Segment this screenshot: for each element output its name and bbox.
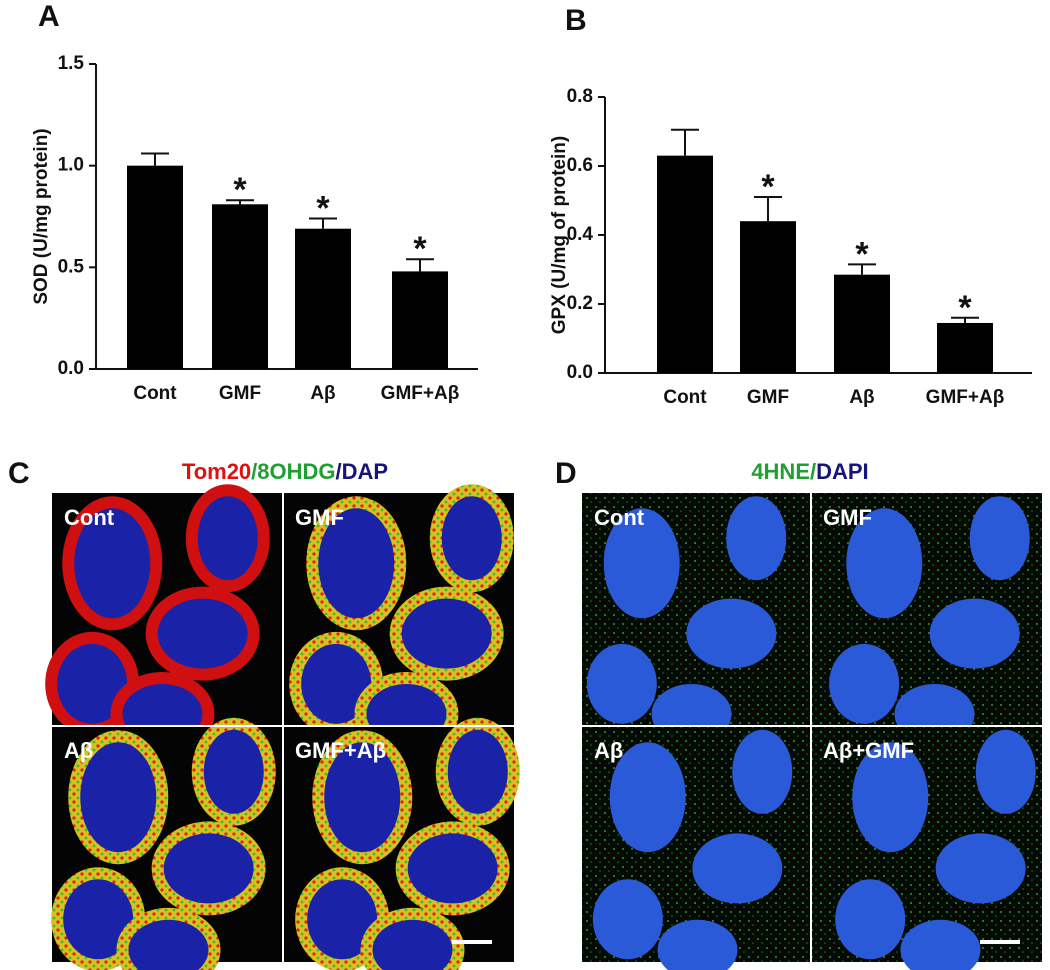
image-label: GMF (823, 505, 872, 530)
nucleus (203, 729, 264, 814)
title-part: Tom20 (182, 459, 251, 484)
nucleus (975, 729, 1036, 814)
image-label: Aβ (594, 738, 623, 763)
y-tick-label: 0.2 (567, 293, 593, 314)
nucleus (307, 879, 378, 960)
image-label: Cont (594, 505, 645, 530)
title-part: /8OHDG (251, 459, 335, 484)
x-tick-label: GMF+Aβ (381, 383, 460, 404)
nucleus (603, 508, 680, 619)
y-tick-label: 0.0 (567, 362, 593, 383)
bar (834, 274, 890, 373)
x-tick-label: GMF+Aβ (926, 387, 1005, 408)
panel-title: Tom20/8OHDG/DAP (182, 459, 388, 484)
nucleus (157, 598, 248, 669)
nucleus (592, 879, 663, 960)
nucleus (935, 833, 1026, 904)
y-tick-label: 0.5 (58, 256, 85, 277)
bar (937, 322, 993, 373)
nucleus (852, 742, 929, 853)
panel-label: C (8, 457, 30, 490)
nucleus (829, 643, 900, 724)
nucleus (692, 833, 783, 904)
nucleus (657, 919, 738, 970)
image-label: Aβ (64, 738, 93, 763)
significance-marker: * (855, 235, 869, 273)
x-tick-label: Aβ (849, 387, 874, 408)
nucleus (372, 919, 453, 970)
y-tick-label: 1.0 (58, 155, 84, 176)
bar (212, 204, 268, 369)
nucleus (74, 508, 151, 619)
nucleus (441, 496, 502, 581)
significance-marker: * (233, 171, 247, 209)
significance-marker: * (413, 230, 427, 268)
micrographs: Cont GMF Aβ GMF+Aβ Cont GMF Aβ Aβ+GMF (45, 484, 1042, 970)
nucleus (80, 742, 157, 853)
y-axis-label: GPX (U/mg of protein) (549, 136, 570, 334)
nucleus (197, 496, 258, 581)
y-tick-label: 0.0 (58, 358, 84, 379)
nucleus (324, 742, 401, 853)
nucleus (301, 643, 372, 724)
y-tick-label: 0.8 (567, 86, 593, 107)
nucleus (969, 496, 1030, 581)
nucleus (128, 919, 209, 970)
significance-marker: * (958, 289, 972, 327)
nucleus (57, 643, 128, 724)
nucleus (726, 496, 787, 581)
nucleus (929, 598, 1020, 669)
image-label: GMF+Aβ (295, 738, 386, 763)
bar (295, 228, 351, 369)
panel-title: 4HNE/DAPI (751, 459, 868, 484)
significance-marker: * (316, 190, 330, 228)
nucleus (609, 742, 686, 853)
x-tick-label: GMF (747, 387, 789, 408)
title-part: 4HNE/ (751, 459, 816, 484)
bar (127, 165, 183, 369)
nucleus (586, 643, 657, 724)
nucleus (732, 729, 793, 814)
nucleus (447, 729, 508, 814)
nucleus (900, 919, 981, 970)
x-tick-label: Cont (133, 383, 177, 404)
nucleus (163, 833, 254, 904)
y-axis-label: SOD (U/mg protein) (31, 128, 52, 304)
nucleus (407, 833, 498, 904)
nucleus (401, 598, 492, 669)
nucleus (846, 508, 923, 619)
y-tick-label: 1.5 (58, 53, 85, 74)
image-label: Cont (64, 505, 115, 530)
bar (657, 155, 713, 373)
panel-label: A (38, 0, 60, 33)
bar (740, 221, 796, 373)
nucleus (63, 879, 134, 960)
y-tick-label: 0.6 (567, 155, 593, 176)
x-tick-label: Aβ (310, 383, 335, 404)
nucleus (686, 598, 777, 669)
title-part: DAPI (816, 459, 869, 484)
panel-label: B (565, 4, 587, 37)
nucleus (318, 508, 395, 619)
bar (392, 271, 448, 369)
image-label: GMF (295, 505, 344, 530)
title-part: /DAP (336, 459, 389, 484)
image-label: Aβ+GMF (823, 738, 914, 763)
x-tick-label: Cont (663, 387, 707, 408)
significance-marker: * (761, 168, 775, 206)
nucleus (835, 879, 906, 960)
y-tick-label: 0.4 (567, 224, 594, 245)
panel-label: D (555, 457, 577, 490)
x-tick-label: GMF (219, 383, 261, 404)
